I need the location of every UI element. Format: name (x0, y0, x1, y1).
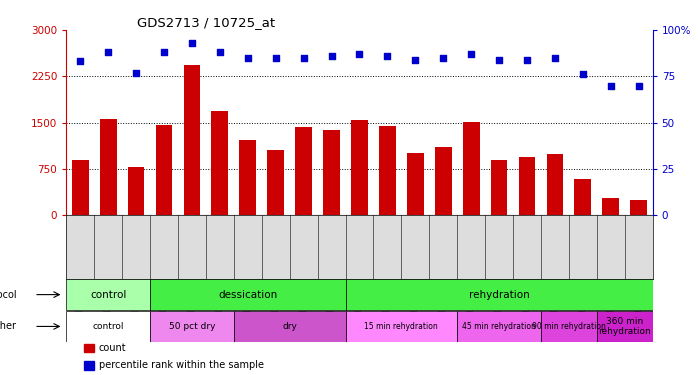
Bar (457, 311, 541, 342)
Point (242, 55, 253, 61)
Text: percentile rank within the sample: percentile rank within the sample (98, 360, 264, 370)
Bar (541, 311, 597, 342)
Bar (84, 344, 94, 352)
Text: 15 min rehydration: 15 min rehydration (364, 322, 438, 331)
Point (103, 49, 114, 55)
Point (493, 57, 505, 63)
Point (549, 55, 560, 61)
Point (270, 55, 281, 61)
Point (131, 70, 142, 76)
Bar (184, 65, 200, 215)
Point (158, 49, 170, 55)
Point (186, 40, 198, 46)
Bar (156, 125, 172, 215)
Point (633, 82, 644, 88)
Bar (351, 120, 368, 215)
Point (354, 51, 365, 57)
Text: 50 pct dry: 50 pct dry (169, 322, 215, 331)
Point (466, 51, 477, 57)
Bar (84, 362, 94, 369)
Text: 360 min
rehydration: 360 min rehydration (598, 317, 651, 336)
Point (521, 57, 533, 63)
Bar (267, 150, 284, 215)
Bar (150, 311, 234, 342)
Bar (211, 111, 228, 215)
Bar (239, 140, 256, 215)
Text: control: control (90, 290, 126, 300)
Bar (346, 311, 457, 342)
Bar (574, 179, 591, 215)
Bar (66, 311, 150, 342)
Bar (295, 127, 312, 215)
Point (326, 53, 337, 59)
Point (605, 82, 616, 88)
Text: control: control (92, 322, 124, 331)
Bar (407, 153, 424, 215)
Bar (491, 159, 507, 215)
Text: 90 min rehydration: 90 min rehydration (532, 322, 606, 331)
Point (298, 55, 309, 61)
Text: dessication: dessication (218, 290, 277, 300)
Point (438, 55, 449, 61)
Point (214, 49, 225, 55)
Bar (100, 120, 117, 215)
Bar (150, 279, 346, 310)
Text: 45 min rehydration: 45 min rehydration (462, 322, 536, 331)
Text: protocol: protocol (0, 290, 17, 300)
Bar (463, 122, 480, 215)
Text: other: other (0, 321, 17, 332)
Text: count: count (98, 343, 126, 353)
Bar (72, 159, 89, 215)
Point (410, 57, 421, 63)
Text: dry: dry (282, 322, 297, 331)
Bar (597, 311, 653, 342)
Bar (519, 157, 535, 215)
Text: GDS2713 / 10725_at: GDS2713 / 10725_at (137, 16, 275, 29)
Bar (602, 198, 619, 215)
Bar (435, 147, 452, 215)
Bar (323, 130, 340, 215)
Bar (547, 154, 563, 215)
Bar (234, 311, 346, 342)
Bar (128, 167, 144, 215)
Point (382, 53, 393, 59)
Bar (66, 279, 150, 310)
Point (577, 71, 588, 77)
Bar (379, 126, 396, 215)
Text: rehydration: rehydration (468, 290, 530, 300)
Point (75, 58, 86, 64)
Bar (346, 279, 653, 310)
Bar (630, 200, 647, 215)
